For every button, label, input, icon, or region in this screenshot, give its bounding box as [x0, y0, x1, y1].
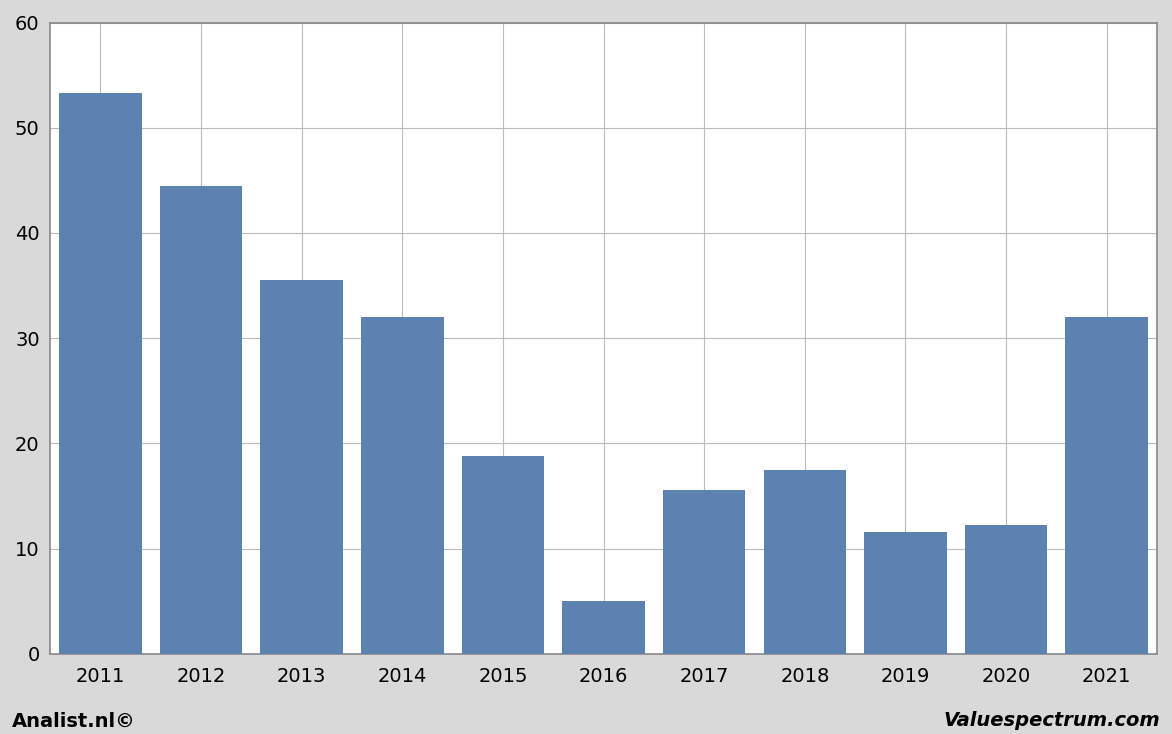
- Bar: [764, 470, 846, 654]
- Bar: [563, 601, 645, 654]
- Bar: [361, 317, 443, 654]
- Bar: [965, 526, 1048, 654]
- Bar: [462, 456, 544, 654]
- Bar: [864, 531, 947, 654]
- Text: Valuespectrum.com: Valuespectrum.com: [943, 711, 1160, 730]
- Bar: [159, 186, 243, 654]
- Bar: [1065, 317, 1147, 654]
- Bar: [260, 280, 343, 654]
- Text: Analist.nl©: Analist.nl©: [12, 711, 136, 730]
- Bar: [663, 490, 745, 654]
- Bar: [60, 93, 142, 654]
